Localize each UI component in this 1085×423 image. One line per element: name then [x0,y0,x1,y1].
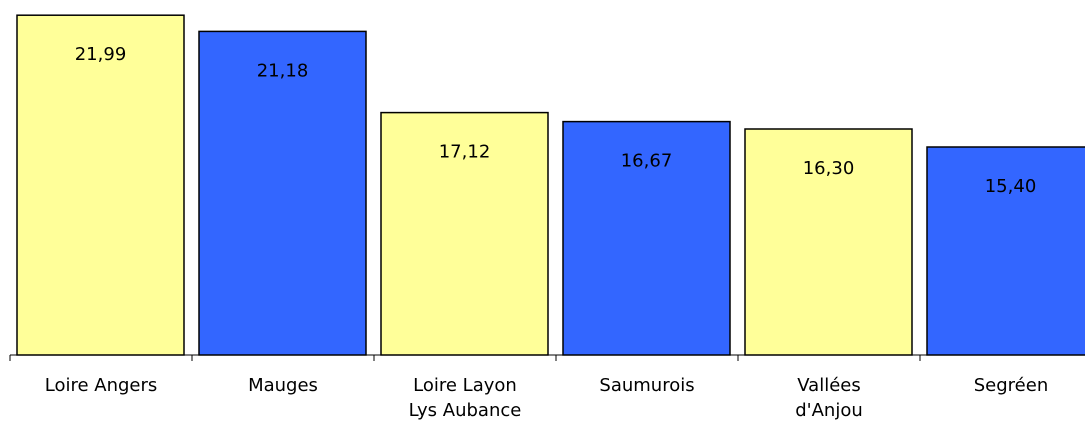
value-label: 21,18 [257,60,309,81]
bar [562,120,731,356]
x-tick-label: Loire Layon Lys Aubance [409,375,522,421]
x-tick-label: Loire Angers [45,375,158,396]
x-tick-label: Saumurois [599,375,694,396]
bar [380,111,549,356]
bar [16,14,185,356]
value-label: 21,99 [75,44,127,65]
value-label: 15,40 [985,176,1037,197]
x-tick-label: Vallées d'Anjou [795,375,863,421]
value-label: 16,30 [803,158,855,179]
x-tick-label: Segréen [974,375,1049,396]
bar [926,146,1085,356]
value-label: 17,12 [439,142,491,163]
bar [744,128,913,356]
x-tick-label: Mauges [248,375,318,396]
value-label: 16,67 [621,151,673,172]
bar [198,30,367,356]
